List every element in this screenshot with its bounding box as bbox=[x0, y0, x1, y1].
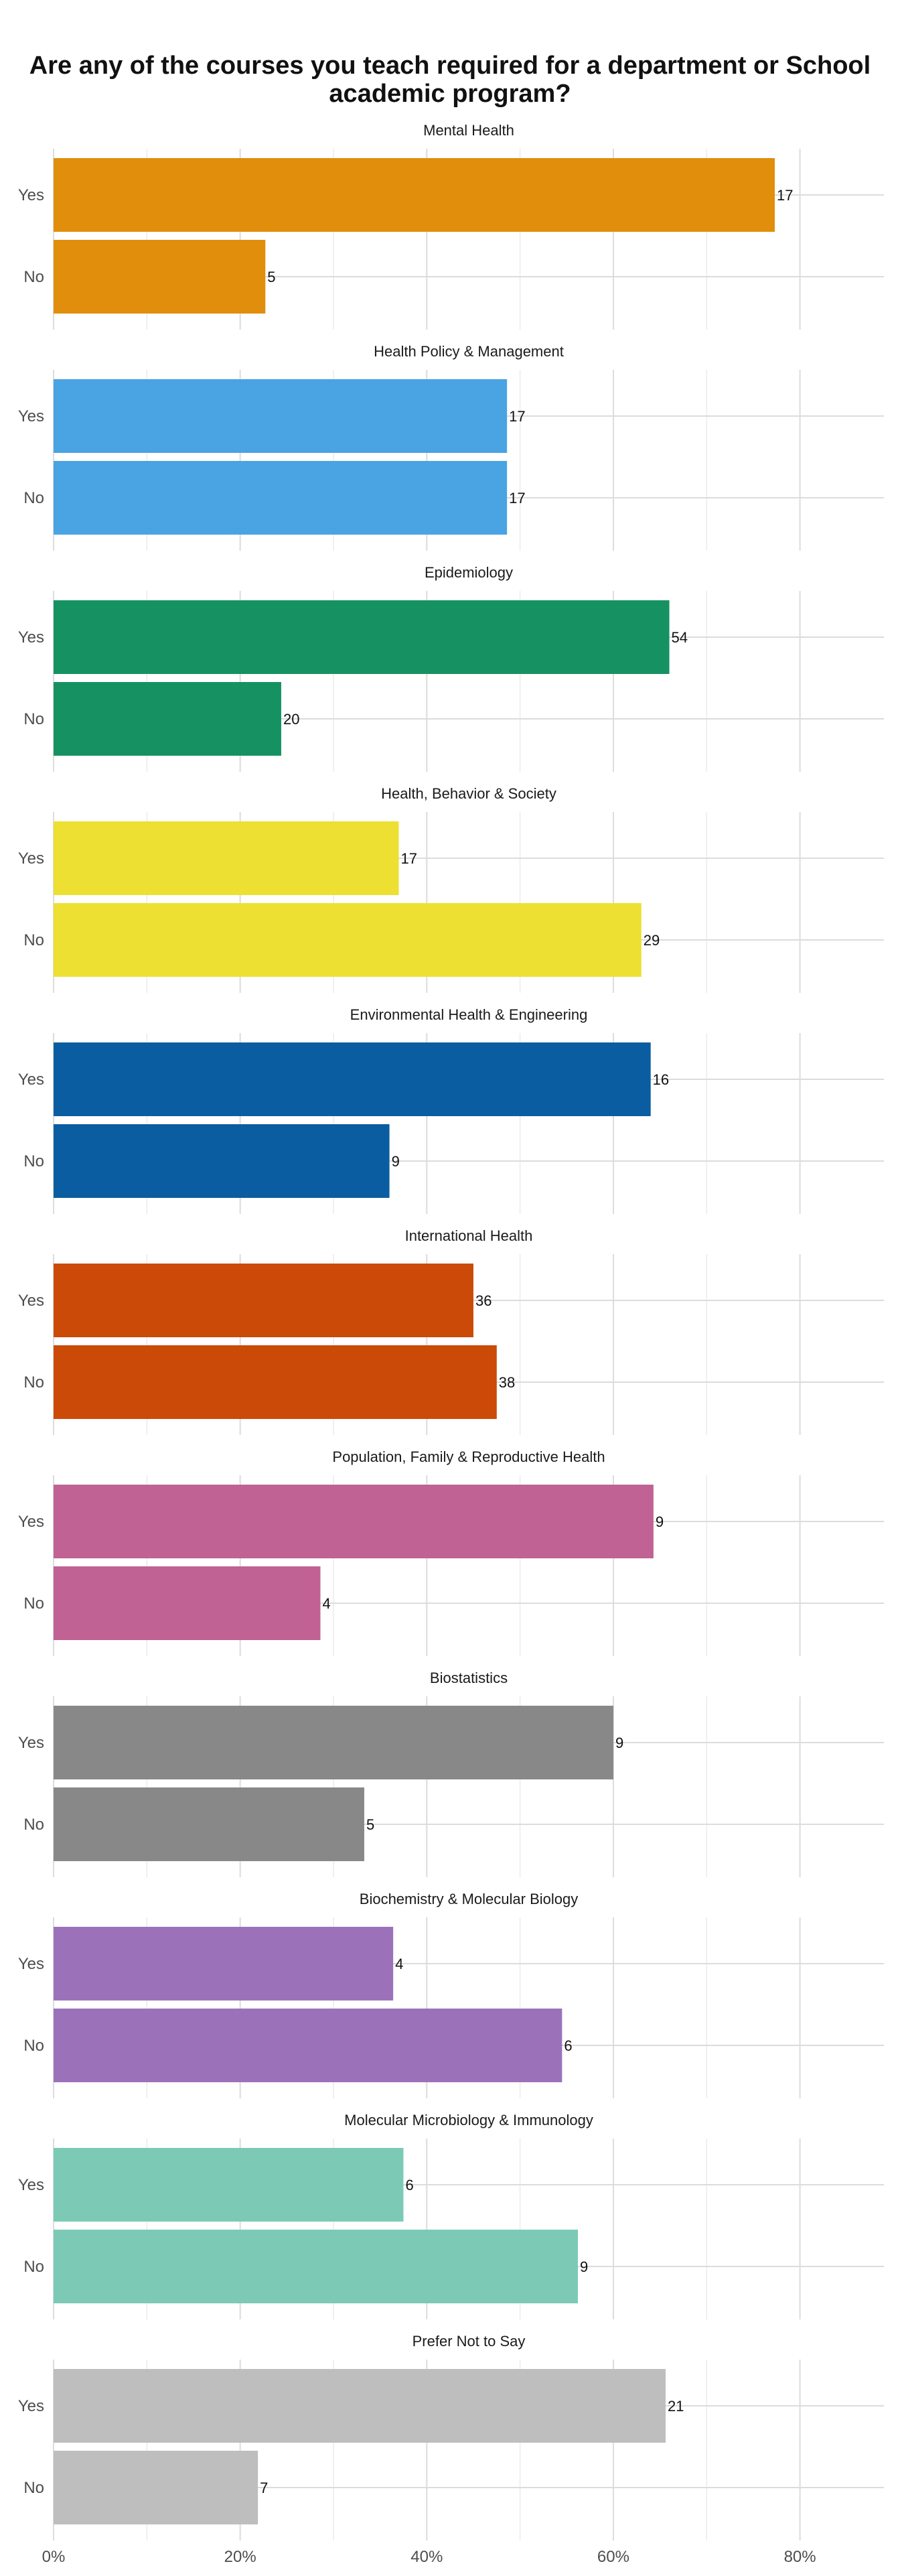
panel-title: Biostatistics bbox=[430, 1670, 508, 1686]
panel-title: International Health bbox=[405, 1227, 533, 1244]
bar-value-label: 36 bbox=[475, 1292, 492, 1309]
category-label: No bbox=[23, 268, 44, 286]
bar-value-label: 9 bbox=[656, 1513, 664, 1530]
bar-no bbox=[54, 903, 642, 977]
x-tick-label: 0% bbox=[42, 2548, 66, 2566]
bar-value-label: 38 bbox=[499, 1374, 515, 1391]
bar-no bbox=[54, 1566, 321, 1640]
bar-no bbox=[54, 461, 508, 535]
category-label: No bbox=[23, 1152, 44, 1170]
bar-no bbox=[54, 682, 281, 756]
bar-value-label: 9 bbox=[580, 2258, 588, 2275]
x-tick-label: 60% bbox=[597, 2548, 629, 2566]
panel-title: Epidemiology bbox=[425, 564, 513, 581]
chart-title-line: Are any of the courses you teach require… bbox=[29, 52, 871, 80]
panel-title: Health Policy & Management bbox=[374, 343, 564, 360]
bar-yes bbox=[54, 2148, 404, 2222]
bar-no bbox=[54, 1345, 497, 1419]
category-label: Yes bbox=[18, 628, 44, 647]
bar-no bbox=[54, 1787, 364, 1861]
bar-yes bbox=[54, 2369, 666, 2443]
bar-no bbox=[54, 240, 266, 314]
bar-no bbox=[54, 2451, 258, 2524]
bar-value-label: 21 bbox=[668, 2398, 684, 2415]
bar-yes bbox=[54, 821, 399, 895]
category-label: No bbox=[23, 1373, 44, 1392]
category-label: Yes bbox=[18, 1955, 44, 1973]
bar-value-label: 17 bbox=[509, 490, 525, 506]
category-label: Yes bbox=[18, 2397, 44, 2415]
category-label: No bbox=[23, 2479, 44, 2497]
bar-value-label: 5 bbox=[267, 269, 275, 285]
bar-value-label: 54 bbox=[672, 629, 688, 646]
bar-value-label: 7 bbox=[260, 2480, 268, 2496]
bar-yes bbox=[54, 1264, 473, 1337]
category-label: Yes bbox=[18, 1734, 44, 1752]
category-label: Yes bbox=[18, 1513, 44, 1531]
bars-layer bbox=[54, 158, 775, 2524]
x-tick-label: 80% bbox=[784, 2548, 816, 2566]
bar-value-label: 20 bbox=[283, 711, 299, 728]
text-layer: Are any of the courses you teach require… bbox=[18, 52, 871, 2566]
category-label: Yes bbox=[18, 1071, 44, 1089]
x-tick-label: 40% bbox=[410, 2548, 443, 2566]
bar-yes bbox=[54, 600, 670, 674]
category-label: No bbox=[23, 1595, 44, 1613]
chart-title-line: academic program? bbox=[329, 80, 571, 108]
bar-value-label: 4 bbox=[322, 1595, 330, 1612]
bar-value-label: 4 bbox=[395, 1956, 403, 1972]
bar-value-label: 9 bbox=[615, 1735, 623, 1751]
category-label: No bbox=[23, 2258, 44, 2276]
bar-yes bbox=[54, 1927, 394, 2001]
bar-yes bbox=[54, 1706, 613, 1779]
bar-value-label: 6 bbox=[564, 2037, 572, 2054]
bar-no bbox=[54, 2230, 579, 2303]
panel-title: Prefer Not to Say bbox=[412, 2333, 526, 2350]
bar-yes bbox=[54, 158, 775, 232]
bar-no bbox=[54, 2009, 562, 2082]
category-label: Yes bbox=[18, 850, 44, 868]
panel-title: Molecular Microbiology & Immunology bbox=[344, 2112, 593, 2128]
category-label: No bbox=[23, 2037, 44, 2055]
bar-value-label: 9 bbox=[392, 1153, 400, 1170]
category-label: Yes bbox=[18, 186, 44, 204]
category-label: No bbox=[23, 489, 44, 507]
bar-yes bbox=[54, 1485, 654, 1558]
category-label: Yes bbox=[18, 1292, 44, 1310]
bar-yes bbox=[54, 1042, 651, 1116]
bar-value-label: 29 bbox=[644, 932, 660, 949]
category-label: No bbox=[23, 1816, 44, 1834]
panel-title: Health, Behavior & Society bbox=[381, 785, 556, 802]
x-tick-label: 20% bbox=[224, 2548, 256, 2566]
bar-value-label: 17 bbox=[509, 408, 525, 425]
bar-yes bbox=[54, 379, 508, 453]
category-label: No bbox=[23, 710, 44, 728]
bar-no bbox=[54, 1124, 390, 1198]
panel-title: Biochemistry & Molecular Biology bbox=[360, 1891, 578, 1907]
bar-value-label: 16 bbox=[653, 1071, 669, 1088]
panel-title: Environmental Health & Engineering bbox=[350, 1006, 588, 1023]
panel-title: Population, Family & Reproductive Health bbox=[332, 1448, 605, 1465]
bar-value-label: 6 bbox=[405, 2177, 413, 2193]
bar-value-label: 17 bbox=[777, 187, 793, 204]
bar-value-label: 5 bbox=[366, 1816, 374, 1833]
category-label: Yes bbox=[18, 2176, 44, 2194]
category-label: Yes bbox=[18, 407, 44, 425]
panel-title: Mental Health bbox=[423, 122, 514, 139]
bar-value-label: 17 bbox=[401, 850, 417, 867]
category-label: No bbox=[23, 931, 44, 949]
